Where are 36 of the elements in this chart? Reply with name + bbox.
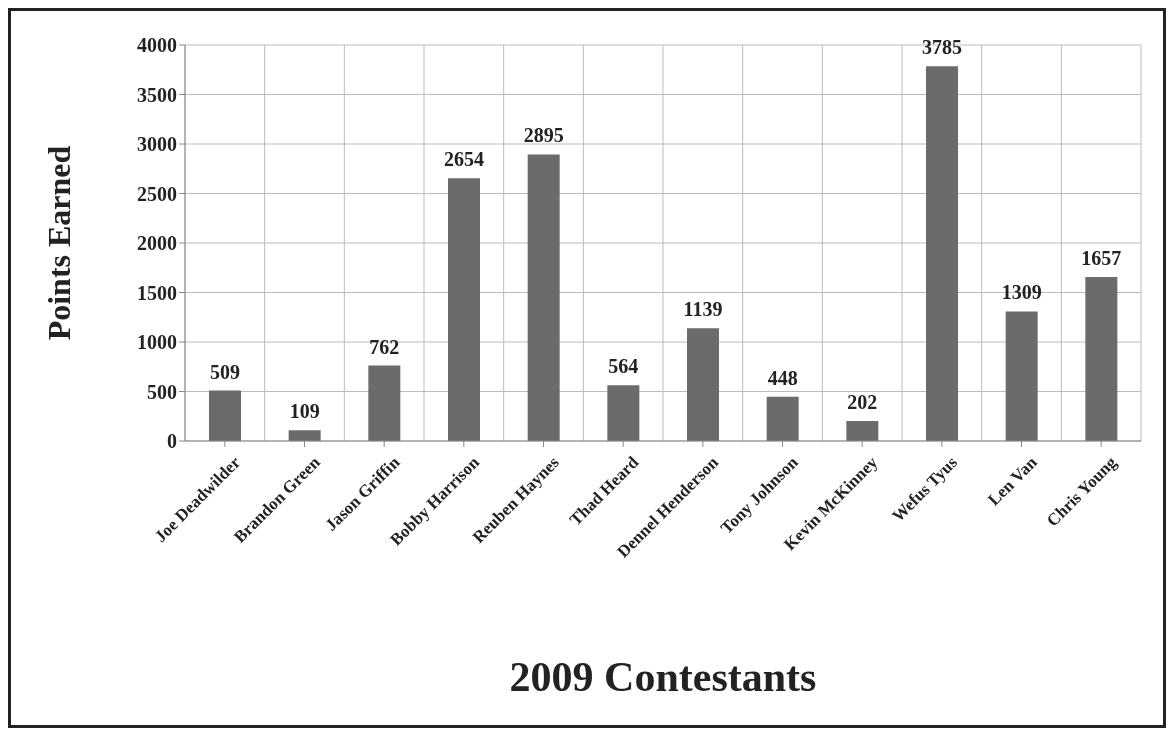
y-tick-label: 1000 bbox=[137, 331, 177, 354]
y-tick-label: 2500 bbox=[137, 182, 177, 205]
bar bbox=[527, 154, 560, 441]
bar bbox=[846, 421, 879, 441]
data-label: 2654 bbox=[444, 148, 484, 171]
data-label: 509 bbox=[210, 360, 240, 383]
y-tick-label: 500 bbox=[147, 380, 177, 403]
bar bbox=[687, 328, 719, 441]
bar bbox=[288, 430, 321, 441]
data-label: 564 bbox=[608, 355, 639, 378]
bar bbox=[209, 390, 241, 441]
data-label: 2895 bbox=[523, 124, 564, 147]
y-tick-label: 4000 bbox=[137, 34, 177, 57]
data-label: 202 bbox=[847, 391, 878, 413]
bar bbox=[1005, 311, 1038, 441]
y-tick-label: 2000 bbox=[137, 232, 177, 255]
data-label: 1309 bbox=[1001, 281, 1042, 304]
y-tick-label: 3000 bbox=[137, 133, 177, 156]
bar bbox=[607, 385, 640, 441]
y-axis-title: Points Earned bbox=[41, 145, 78, 341]
data-label: 1657 bbox=[1081, 246, 1122, 269]
data-label: 3785 bbox=[922, 36, 962, 59]
bar bbox=[1085, 276, 1118, 441]
data-label: 109 bbox=[289, 400, 320, 423]
y-tick-label: 0 bbox=[167, 430, 177, 453]
data-label: 762 bbox=[369, 335, 400, 358]
data-label: 1139 bbox=[683, 298, 723, 321]
bar bbox=[766, 396, 799, 441]
x-axis-title: 2009 Contestants bbox=[509, 654, 817, 700]
bar bbox=[926, 66, 958, 441]
bar bbox=[448, 178, 480, 441]
data-label: 448 bbox=[767, 366, 798, 389]
y-tick-label: 1500 bbox=[137, 281, 177, 304]
y-tick-label: 3500 bbox=[137, 83, 177, 106]
x-tick-label: Len Van bbox=[984, 452, 1042, 510]
bar bbox=[368, 365, 401, 441]
